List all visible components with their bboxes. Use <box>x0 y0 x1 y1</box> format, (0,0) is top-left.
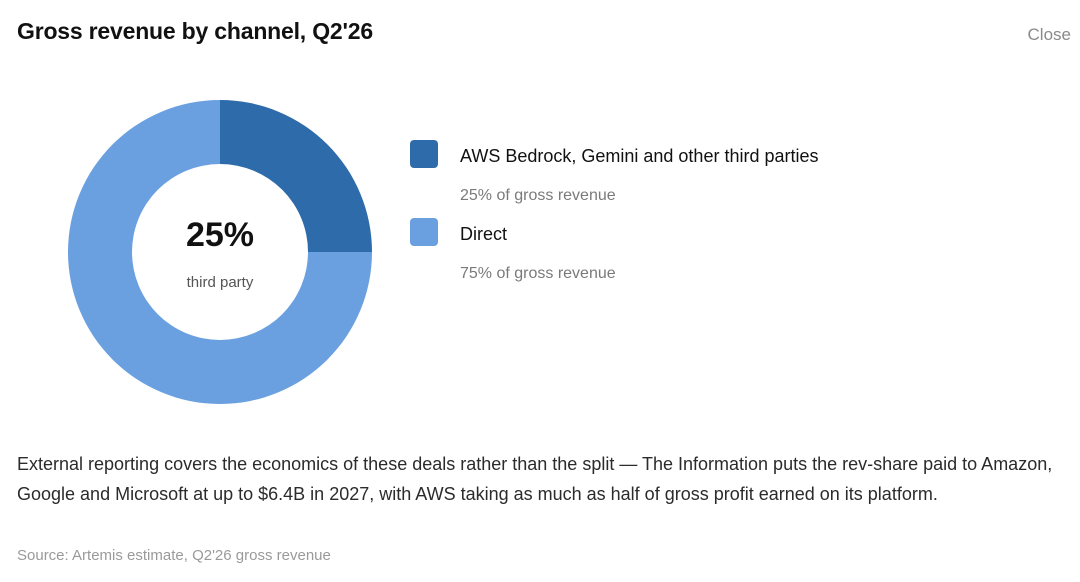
legend-item-direct: Direct 75% of gross revenue <box>410 218 1010 296</box>
legend-label-third-parties: AWS Bedrock, Gemini and other third part… <box>460 146 819 166</box>
donut-slice-direct <box>68 100 372 404</box>
source-note: Source: Artemis estimate, Q2'26 gross re… <box>17 547 331 564</box>
description-paragraph: External reporting covers the economics … <box>17 454 1053 504</box>
legend-sub-direct: 75% of gross revenue <box>460 265 616 282</box>
donut-slices <box>68 100 372 404</box>
legend-swatch-third-parties <box>410 140 438 168</box>
donut-chart: 25% third party <box>68 100 372 404</box>
legend-swatch-direct <box>410 218 438 246</box>
legend-sub-third-parties: 25% of gross revenue <box>460 187 616 204</box>
legend-label-direct: Direct <box>460 224 508 244</box>
page-title: Gross revenue by channel, Q2'26 <box>17 18 373 44</box>
legend-item-third-parties: AWS Bedrock, Gemini and other third part… <box>410 140 1010 218</box>
close-button[interactable]: Close <box>1027 25 1071 44</box>
chart-legend: AWS Bedrock, Gemini and other third part… <box>410 140 1010 296</box>
donut-slice-third-parties <box>220 100 372 252</box>
donut-center-value: 25% <box>186 216 254 254</box>
donut-center-label: third party <box>187 274 254 291</box>
